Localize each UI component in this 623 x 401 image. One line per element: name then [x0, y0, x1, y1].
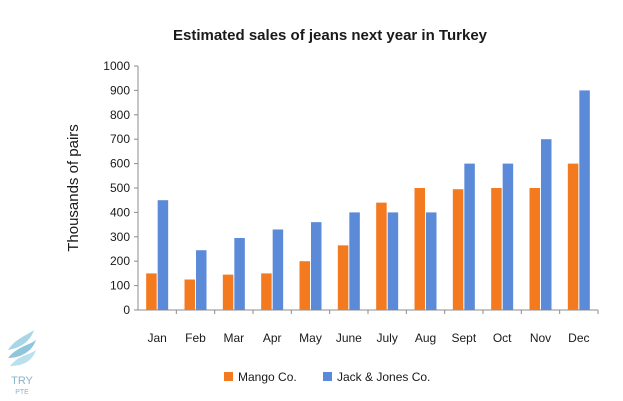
bar-mango — [414, 188, 425, 310]
watermark: TRY PTE — [8, 330, 36, 396]
bar-jack-jones — [541, 139, 552, 310]
bar-jack-jones — [464, 163, 475, 310]
bar-jack-jones — [157, 200, 169, 310]
plot-area: 0 100 200 300 400 500 600 700 800 900 1000 Jan Feb Ma… — [103, 59, 599, 345]
x-tick-label: Sept — [451, 331, 476, 345]
bar-mango — [146, 273, 157, 310]
bar-jack-jones — [426, 212, 437, 310]
y-axis-label: Thousands of pairs — [65, 124, 82, 252]
bar-jack-jones — [311, 222, 322, 310]
bar-jack-jones — [234, 238, 245, 310]
legend-swatch — [224, 372, 233, 381]
bar-mango — [184, 279, 195, 310]
y-tick-label: 100 — [110, 279, 130, 293]
bar-mango — [491, 188, 502, 310]
y-tick-label: 800 — [110, 108, 130, 122]
y-tick-label: 600 — [110, 157, 130, 171]
bar-jack-jones — [579, 90, 590, 311]
bar-jack-jones — [387, 212, 399, 310]
bar-mango — [567, 163, 579, 310]
bar-mango — [337, 245, 349, 310]
bar-jack-jones — [502, 163, 514, 310]
bar-jack-jones — [196, 250, 207, 310]
bar-mango — [299, 261, 310, 310]
x-tick-label: Nov — [530, 331, 551, 345]
bar-mango — [529, 188, 540, 310]
y-tick-label: 300 — [110, 230, 130, 244]
y-tick-label: 900 — [110, 83, 130, 97]
y-tick-label: 700 — [110, 132, 130, 146]
x-tick-label: Apr — [263, 331, 282, 345]
legend: Mango Co. Jack & Jones Co. — [224, 370, 430, 384]
x-tick-label: Oct — [493, 331, 512, 345]
bar-mango — [452, 189, 464, 310]
y-tick-label: 1000 — [103, 59, 130, 73]
watermark-text: TRY — [11, 375, 33, 387]
legend-swatch — [323, 372, 332, 381]
bar-jack-jones — [349, 212, 360, 310]
bar-mango — [261, 273, 272, 310]
x-tick-label: Mar — [223, 331, 244, 345]
y-tick-label: 500 — [110, 181, 130, 195]
chart-title: Estimated sales of jeans next year in Tu… — [173, 27, 488, 44]
wave-logo-icon — [8, 330, 36, 366]
legend-label: Jack & Jones Co. — [337, 370, 430, 384]
x-tick-label: July — [376, 331, 397, 345]
y-tick-label: 200 — [110, 254, 130, 268]
bar-mango — [376, 202, 387, 310]
watermark-subtext: PTE — [15, 389, 29, 396]
bar-mango — [222, 274, 234, 310]
x-tick-label: Feb — [185, 331, 206, 345]
x-tick-label: Dec — [568, 331, 589, 345]
y-tick-label: 400 — [110, 205, 130, 219]
y-tick-label: 0 — [123, 303, 130, 317]
legend-label: Mango Co. — [238, 370, 297, 384]
x-tick-label: Jan — [147, 331, 166, 345]
bar-jack-jones — [272, 229, 284, 310]
x-tick-label: June — [336, 331, 362, 345]
x-tick-label: May — [299, 331, 322, 345]
x-tick-label: Aug — [415, 331, 436, 345]
